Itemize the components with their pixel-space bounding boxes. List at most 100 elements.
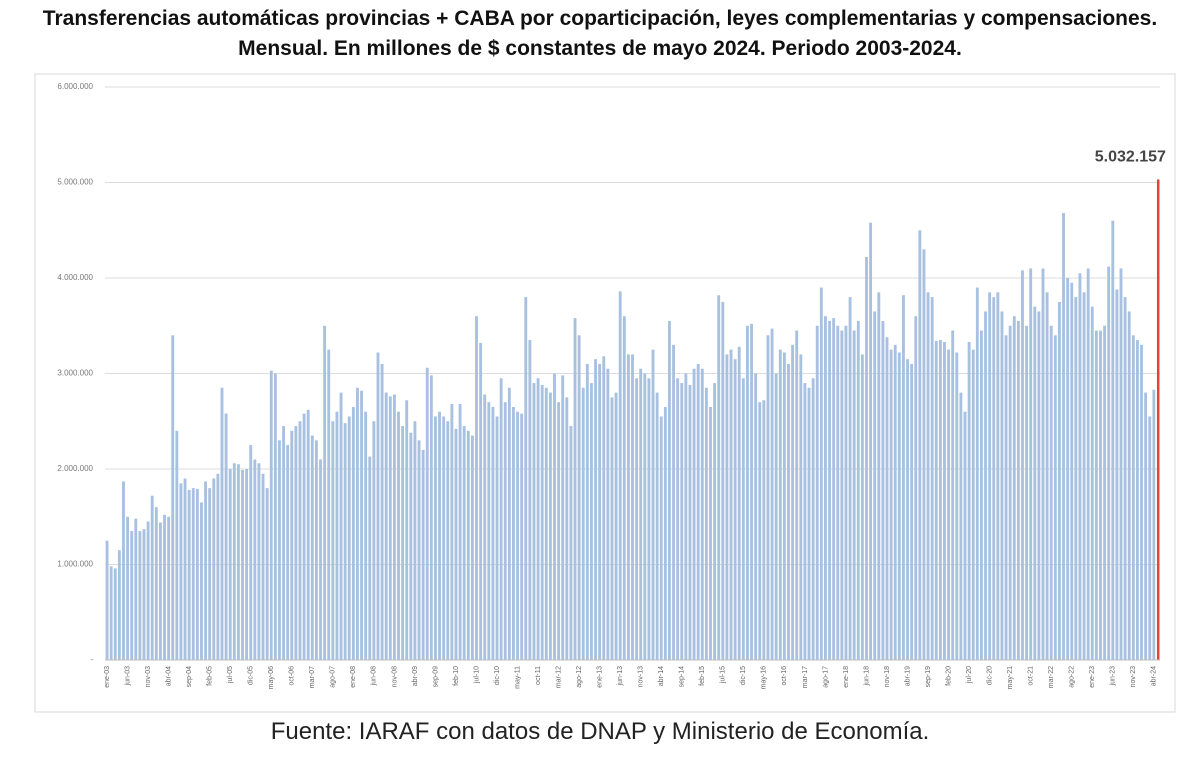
bar — [200, 502, 203, 660]
bar — [232, 463, 236, 660]
bar — [212, 478, 216, 660]
bar — [397, 411, 400, 660]
bar — [405, 400, 409, 660]
bar — [959, 392, 963, 660]
x-tick-label: abr-09 — [412, 666, 419, 686]
bar — [713, 383, 717, 660]
bar — [766, 335, 770, 660]
x-tick-label: oct-06 — [289, 666, 296, 686]
bar — [479, 342, 483, 660]
bar — [401, 426, 405, 660]
x-tick-label: abr-14 — [658, 666, 665, 686]
bar — [992, 297, 996, 660]
bar — [758, 402, 762, 660]
bar — [179, 483, 183, 660]
bar — [979, 330, 983, 660]
bar — [836, 325, 840, 660]
bar — [286, 445, 290, 660]
bar — [1004, 335, 1008, 660]
bar — [668, 320, 671, 660]
bar — [392, 394, 396, 660]
bar — [795, 330, 799, 660]
x-tick-label: sep-14 — [679, 666, 686, 688]
bar — [516, 411, 519, 660]
x-tick-label: jun-03 — [124, 666, 131, 687]
bar — [824, 316, 827, 660]
bar — [442, 416, 446, 660]
x-tick-label: abr-04 — [165, 666, 172, 686]
bar — [1135, 340, 1139, 660]
bar — [877, 292, 881, 660]
bar — [273, 373, 277, 660]
bar — [495, 416, 499, 660]
bar — [1021, 270, 1024, 660]
bar — [458, 404, 462, 660]
chart-title: Transferencias automáticas provincias + … — [42, 7, 1158, 60]
bar — [183, 478, 187, 660]
bar — [1008, 325, 1012, 660]
bar — [844, 325, 848, 660]
bar — [901, 295, 905, 660]
bar — [146, 521, 150, 660]
bar — [930, 297, 934, 660]
bar — [265, 488, 269, 660]
bar — [737, 346, 741, 660]
bar — [158, 522, 162, 660]
bar — [331, 421, 335, 660]
bar — [828, 320, 831, 660]
bar — [388, 396, 392, 660]
y-tick-label: 3.000.000 — [57, 369, 93, 378]
bar — [310, 435, 314, 660]
bar — [1033, 306, 1037, 660]
bar — [741, 378, 745, 660]
y-tick-label: 6.000.000 — [57, 82, 93, 91]
x-tick-label: feb-15 — [699, 666, 706, 686]
bar — [581, 387, 585, 660]
x-tick-label: dic-05 — [248, 666, 255, 685]
bar — [487, 402, 491, 660]
bar — [1041, 268, 1045, 660]
x-tick-label: jun-18 — [863, 666, 870, 687]
bar — [869, 222, 873, 661]
bar — [1045, 292, 1049, 660]
bar — [261, 473, 265, 660]
bar — [680, 383, 684, 660]
bar — [1012, 316, 1016, 660]
bar — [384, 392, 388, 660]
bar — [1131, 335, 1135, 660]
bar — [368, 456, 372, 660]
bar — [1086, 268, 1090, 660]
bar — [351, 406, 355, 660]
data-label: 5.032.157 — [1095, 149, 1166, 166]
x-tick-label: nov-13 — [638, 666, 645, 688]
bar — [984, 311, 987, 660]
bar — [1016, 320, 1020, 660]
bar — [450, 404, 454, 660]
bar — [1152, 389, 1156, 660]
bar — [889, 349, 893, 660]
x-tick-label: oct-21 — [1028, 666, 1035, 686]
bar — [873, 311, 877, 660]
x-tick-label: oct-16 — [781, 666, 788, 686]
x-tick-label: mar-12 — [555, 666, 562, 688]
x-tick-label: dic-20 — [986, 666, 993, 685]
x-tick-label: dic-15 — [740, 666, 747, 685]
bar — [417, 440, 421, 660]
bar — [602, 356, 606, 660]
bar — [376, 352, 380, 660]
bar — [302, 413, 306, 660]
bar — [154, 507, 158, 660]
bar — [655, 392, 659, 660]
bar — [175, 430, 179, 660]
bar — [216, 473, 220, 660]
bar — [725, 354, 729, 660]
bar — [434, 416, 437, 660]
x-tick-label: ago-07 — [330, 666, 337, 688]
bar — [729, 349, 733, 660]
bar — [257, 463, 261, 660]
bar — [1123, 297, 1127, 660]
bar — [236, 464, 240, 660]
bar — [1066, 278, 1070, 660]
bar — [483, 394, 487, 660]
